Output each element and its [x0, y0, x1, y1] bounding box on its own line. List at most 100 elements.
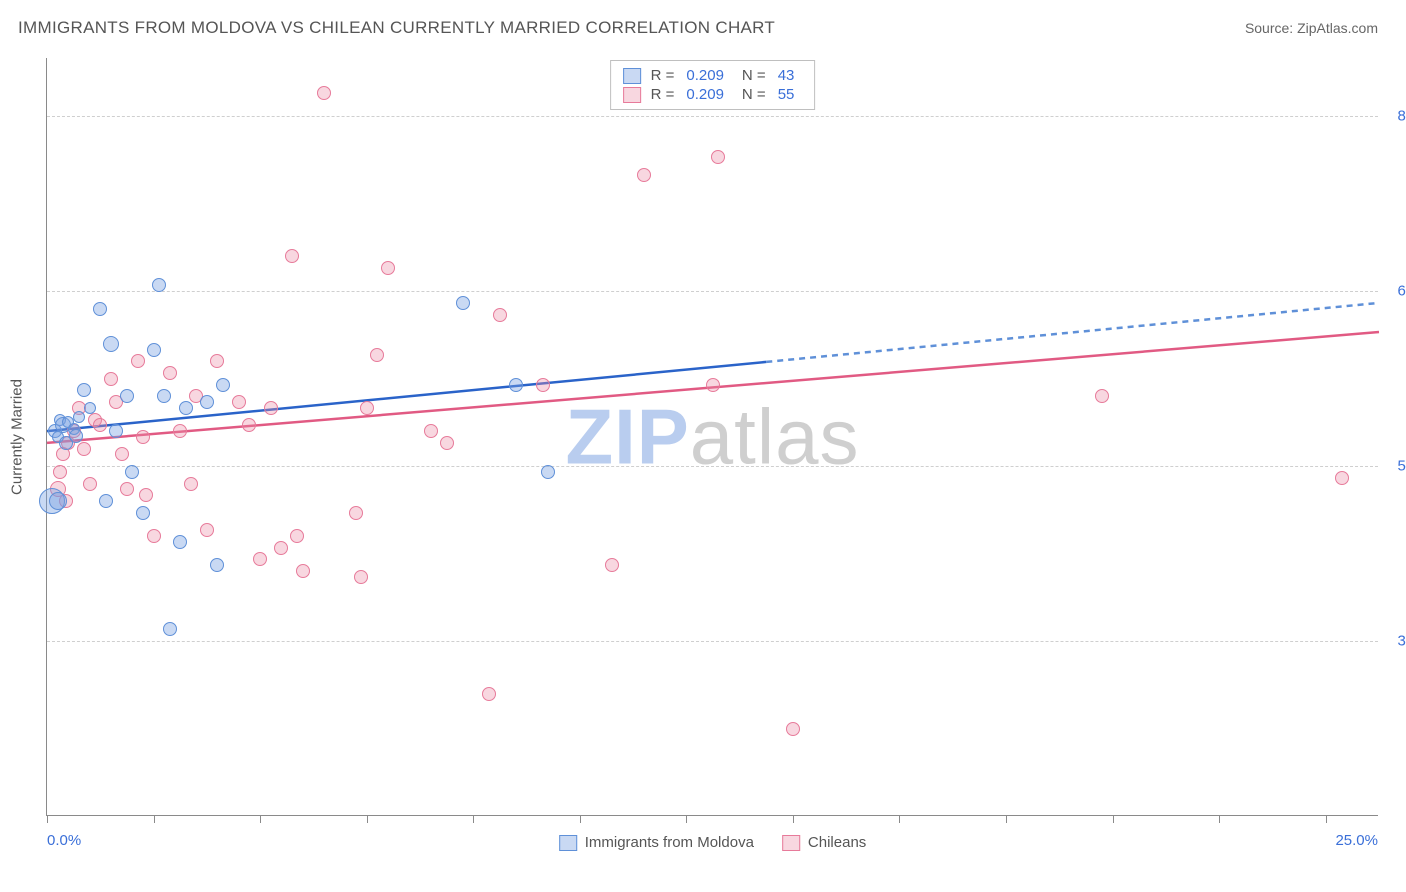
x-tick: [793, 815, 794, 823]
legend-item-a: Immigrants from Moldova: [559, 834, 754, 851]
y-tick-label: 35.0%: [1397, 633, 1406, 650]
plot-area: Currently Married ZIPatlas R =0.209 N =4…: [46, 58, 1378, 816]
swatch-series-b-icon: [782, 835, 800, 851]
data-point: [274, 541, 288, 555]
data-point: [605, 558, 619, 572]
gridline-h: [47, 466, 1378, 467]
data-point: [136, 430, 150, 444]
x-tick: [260, 815, 261, 823]
source-attribution: Source: ZipAtlas.com: [1245, 20, 1378, 36]
data-point: [360, 401, 374, 415]
x-tick: [1326, 815, 1327, 823]
x-tick: [1006, 815, 1007, 823]
data-point: [1095, 389, 1109, 403]
y-tick-label: 50.0%: [1397, 458, 1406, 475]
gridline-h: [47, 641, 1378, 642]
data-point: [163, 366, 177, 380]
data-point: [93, 302, 107, 316]
data-point: [147, 529, 161, 543]
data-point: [216, 378, 230, 392]
legend-stats: R =0.209 N =43 R =0.209 N =55: [610, 60, 816, 110]
data-point: [536, 378, 550, 392]
data-point: [456, 296, 470, 310]
data-point: [786, 722, 800, 736]
legend-series: Immigrants from Moldova Chileans: [559, 834, 867, 851]
data-point: [200, 395, 214, 409]
swatch-series-a-icon: [559, 835, 577, 851]
x-tick: [154, 815, 155, 823]
data-point: [93, 418, 107, 432]
data-point: [200, 523, 214, 537]
trend-line: [766, 303, 1379, 362]
data-point: [109, 424, 123, 438]
data-point: [77, 383, 91, 397]
data-point: [317, 86, 331, 100]
gridline-h: [47, 116, 1378, 117]
data-point: [120, 482, 134, 496]
data-point: [424, 424, 438, 438]
x-label-left: 0.0%: [47, 832, 81, 849]
x-tick: [1219, 815, 1220, 823]
data-point: [1335, 471, 1349, 485]
x-tick: [473, 815, 474, 823]
data-point: [84, 402, 96, 414]
data-point: [69, 429, 83, 443]
legend-item-b: Chileans: [782, 834, 866, 851]
data-point: [509, 378, 523, 392]
data-point: [125, 465, 139, 479]
data-point: [147, 343, 161, 357]
data-point: [179, 401, 193, 415]
data-point: [136, 506, 150, 520]
data-point: [115, 447, 129, 461]
data-point: [637, 168, 651, 182]
y-tick-label: 65.0%: [1397, 283, 1406, 300]
data-point: [210, 354, 224, 368]
data-point: [103, 336, 119, 352]
data-point: [354, 570, 368, 584]
x-tick: [580, 815, 581, 823]
data-point: [157, 389, 171, 403]
swatch-series-a: [623, 68, 641, 84]
x-tick: [899, 815, 900, 823]
x-tick: [367, 815, 368, 823]
gridline-h: [47, 291, 1378, 292]
data-point: [120, 389, 134, 403]
data-point: [296, 564, 310, 578]
legend-label-b: Chileans: [808, 834, 866, 851]
chart-title: IMMIGRANTS FROM MOLDOVA VS CHILEAN CURRE…: [18, 18, 775, 38]
data-point: [139, 488, 153, 502]
data-point: [104, 372, 118, 386]
data-point: [381, 261, 395, 275]
data-point: [152, 278, 166, 292]
data-point: [242, 418, 256, 432]
data-point: [493, 308, 507, 322]
data-point: [184, 477, 198, 491]
data-point: [264, 401, 278, 415]
y-axis-title: Currently Married: [9, 379, 26, 495]
data-point: [210, 558, 224, 572]
trend-line: [47, 362, 766, 431]
data-point: [349, 506, 363, 520]
legend-stats-row-a: R =0.209 N =43: [623, 66, 803, 85]
data-point: [482, 687, 496, 701]
data-point: [83, 477, 97, 491]
data-point: [131, 354, 145, 368]
swatch-series-b: [623, 87, 641, 103]
data-point: [163, 622, 177, 636]
data-point: [77, 442, 91, 456]
x-tick: [47, 815, 48, 823]
data-point: [253, 552, 267, 566]
data-point: [173, 535, 187, 549]
data-point: [541, 465, 555, 479]
data-point: [99, 494, 113, 508]
data-point: [73, 411, 85, 423]
data-point: [290, 529, 304, 543]
data-point: [711, 150, 725, 164]
trend-lines-layer: [47, 58, 1378, 815]
legend-label-a: Immigrants from Moldova: [585, 834, 754, 851]
x-tick: [1113, 815, 1114, 823]
data-point: [49, 492, 67, 510]
data-point: [232, 395, 246, 409]
y-tick-label: 80.0%: [1397, 108, 1406, 125]
data-point: [370, 348, 384, 362]
